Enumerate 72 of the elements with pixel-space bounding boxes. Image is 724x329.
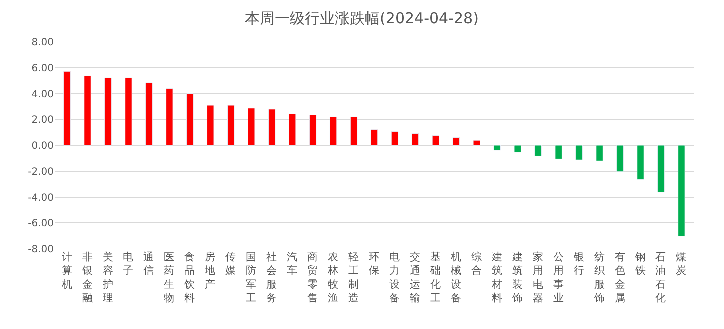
- x-tick-label: 农林牧渔: [327, 252, 340, 304]
- x-tick-label: 电子: [123, 250, 134, 278]
- x-tick-label: 非银金融: [81, 250, 94, 304]
- bar: [288, 114, 296, 146]
- x-tick-label: 国防军工: [246, 252, 258, 304]
- x-tick-label: 商贸零售: [308, 250, 319, 304]
- x-tick-label: 食品饮料: [184, 252, 196, 304]
- y-tick-label: 0.00: [32, 141, 54, 152]
- y-tick-label: 2.00: [32, 115, 54, 126]
- bar: [616, 145, 624, 172]
- bar: [637, 145, 644, 180]
- bar: [473, 140, 481, 146]
- bar: [166, 88, 174, 146]
- bar: [514, 145, 522, 153]
- x-tick-label: 传媒: [226, 252, 237, 278]
- chart-title: 本周一级行业涨跌幅(2024-04-28): [245, 10, 479, 28]
- x-tick-label: 石油石化: [656, 252, 667, 304]
- y-tick-label: -8.00: [28, 244, 54, 256]
- y-tick-label: -2.00: [28, 166, 54, 178]
- bar: [125, 78, 132, 146]
- x-tick-label: 钢铁: [634, 252, 646, 278]
- x-tick-label: 交通运输: [410, 250, 421, 304]
- x-tick-label: 家用电器: [532, 250, 544, 304]
- x-tick-label: 公用事业: [553, 252, 564, 304]
- x-tick-label: 煤炭: [676, 252, 688, 278]
- x-tick-label: 环保: [369, 252, 380, 278]
- bar: [555, 145, 562, 160]
- y-tick-label: -4.00: [28, 192, 54, 204]
- bar: [64, 71, 71, 146]
- bar: [391, 132, 399, 146]
- x-tick-label: 通信: [144, 250, 155, 278]
- bar: [452, 137, 460, 146]
- bar: [146, 82, 153, 146]
- bar: [104, 78, 112, 146]
- y-tick-label: 8.00: [32, 38, 54, 48]
- bar: [350, 116, 358, 146]
- bar: [658, 145, 665, 193]
- bar: [412, 133, 420, 146]
- bar: [534, 145, 542, 156]
- y-tick-label: -6.00: [28, 218, 54, 230]
- x-tick-label: 美容护理: [102, 250, 114, 304]
- x-tick-label: 综合: [471, 250, 482, 278]
- bar: [678, 145, 686, 237]
- bar: [268, 109, 276, 146]
- bar: [207, 105, 214, 146]
- x-tick-label: 计算机: [62, 250, 73, 291]
- bar: [186, 94, 194, 146]
- bar: [432, 136, 440, 146]
- x-tick-label: 建筑材料: [490, 250, 503, 304]
- bar: [248, 108, 256, 146]
- x-tick-label: 银行: [572, 252, 585, 278]
- bar: [84, 76, 92, 146]
- bar: [494, 145, 502, 151]
- bar: [370, 130, 378, 146]
- x-tick-label: 社会服务: [266, 250, 278, 304]
- x-tick-label: 房地产: [204, 250, 216, 291]
- x-tick-label: 建筑装饰: [511, 250, 524, 304]
- bar: [576, 145, 583, 160]
- x-tick-label: 轻工制造: [348, 252, 360, 304]
- x-tick-label: 基础化工: [429, 250, 442, 304]
- bar: [228, 105, 235, 146]
- x-tick-label: 医药生物: [164, 252, 176, 304]
- x-tick-label: 电力设备: [389, 250, 400, 304]
- x-tick-label: 机械设备: [450, 252, 462, 304]
- bar: [330, 116, 338, 146]
- bar: [309, 114, 317, 146]
- bar: [596, 145, 604, 162]
- y-tick-label: 6.00: [32, 63, 54, 74]
- x-tick-label: 汽车: [287, 252, 298, 278]
- y-tick-label: 4.00: [32, 89, 54, 100]
- x-tick-label: 纺织服饰: [593, 250, 606, 304]
- x-tick-label: 有色金属: [614, 252, 626, 304]
